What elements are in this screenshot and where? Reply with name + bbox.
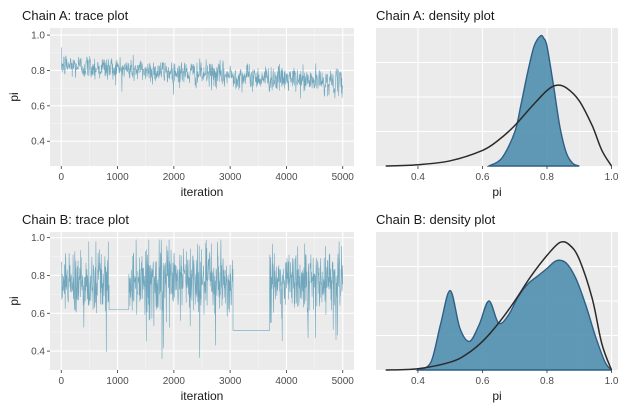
x-tick-label: 0.8 (540, 172, 554, 183)
x-tick-label: 0 (58, 172, 64, 183)
chart-area-chain-a-trace: 0 1000 2000 3000 4000 5000 0.4 0.6 0.8 1.0 iterati… (7, 28, 354, 199)
x-tick-label: 0 (58, 376, 64, 387)
x-tick-label: 1.0 (605, 376, 619, 387)
x-tick-label: 5000 (332, 172, 355, 183)
y-axis-label: pi (7, 92, 21, 101)
posterior-density-area (486, 34, 580, 167)
x-tick-label: 0.6 (476, 376, 490, 387)
y-tick-label: 0.4 (31, 137, 45, 148)
panel-chain-a-trace: Chain A: trace plot 0 1000 2000 3000 4000 500… (7, 8, 354, 199)
x-tick-label: 4000 (275, 172, 298, 183)
x-axis-label: iteration (181, 185, 224, 199)
y-tick-label: 1.0 (31, 233, 45, 244)
trace-line (61, 239, 343, 359)
prior-density-curve (385, 84, 613, 167)
y-tick-label: 1.0 (31, 31, 45, 42)
panel-chain-a-density: Chain A: density plot 0.4 0.6 0.8 1.0 pi (376, 8, 619, 199)
x-tick-label: 0.8 (540, 376, 554, 387)
x-tick-label: 3000 (219, 172, 242, 183)
y-tick-label: 0.4 (31, 347, 45, 358)
panel-chain-b-trace: Chain B: trace plot 0 1000 2000 3000 4000 500… (7, 212, 354, 403)
panel-title-chain-a-trace: Chain A: trace plot (22, 8, 129, 23)
x-tick-label: 2000 (163, 376, 186, 387)
trace-line (61, 47, 343, 99)
x-tick-label: 1.0 (605, 172, 619, 183)
y-axis-label: pi (7, 296, 21, 305)
panel-chain-b-density: Chain B: density plot 0.4 0.6 0.8 1.0 pi (376, 212, 619, 403)
x-axis-label: pi (492, 389, 501, 403)
chart-area-chain-b-trace: 0 1000 2000 3000 4000 5000 0.4 0.6 0.8 1.0 iterati… (7, 232, 354, 403)
x-tick-label: 4000 (275, 376, 298, 387)
panel-title-chain-b-trace: Chain B: trace plot (22, 212, 129, 227)
x-axis-label: pi (492, 185, 501, 199)
x-tick-label: 2000 (163, 172, 186, 183)
chart-area-chain-b-density: 0.4 0.6 0.8 1.0 pi (376, 232, 619, 403)
x-tick-label: 0.4 (411, 376, 425, 387)
x-tick-label: 3000 (219, 376, 242, 387)
y-tick-label: 0.8 (31, 66, 45, 77)
y-tick-label: 0.6 (31, 101, 45, 112)
y-tick-label: 0.6 (31, 309, 45, 320)
x-tick-label: 5000 (332, 376, 355, 387)
chart-area-chain-a-density: 0.4 0.6 0.8 1.0 pi (376, 28, 619, 199)
panel-title-chain-b-density: Chain B: density plot (376, 212, 496, 227)
y-tick-label: 0.8 (31, 271, 45, 282)
x-tick-label: 0.6 (476, 172, 490, 183)
x-tick-label: 1000 (106, 376, 129, 387)
x-tick-label: 0.4 (411, 172, 425, 183)
x-tick-label: 1000 (106, 172, 129, 183)
x-axis-label: iteration (181, 389, 224, 403)
panel-title-chain-a-density: Chain A: density plot (376, 8, 495, 23)
prior-density-curve (385, 240, 613, 371)
